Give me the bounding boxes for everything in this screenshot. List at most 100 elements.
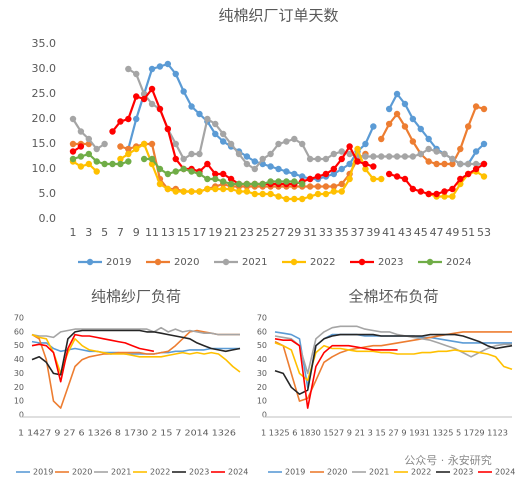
point (393, 173, 401, 180)
x-tick-label: 47 (430, 226, 444, 239)
y-tick-label: 30 (257, 369, 267, 378)
point (219, 138, 227, 145)
point (267, 150, 274, 158)
point (117, 143, 124, 150)
point (299, 140, 306, 148)
point (401, 153, 409, 160)
point (401, 123, 409, 130)
y-tick-label: 5.0 (39, 187, 57, 200)
y-tick-label: 35.0 (32, 37, 57, 50)
point (219, 178, 227, 185)
point (212, 120, 219, 128)
chart-title: 纯棉织厂订单天数 (218, 7, 338, 25)
point (306, 193, 314, 200)
series-line (274, 333, 513, 395)
x-tick-label: 31 (303, 226, 317, 239)
x-tick-label: 1 (70, 226, 77, 239)
point (85, 150, 93, 158)
point (188, 103, 195, 110)
point (401, 100, 409, 108)
point (385, 105, 393, 113)
legend-label: 2021 (369, 468, 389, 477)
x-tick-label: 37 (351, 226, 365, 239)
point (117, 155, 124, 163)
y-tick-label: 60 (257, 327, 267, 336)
point (148, 65, 156, 73)
point (148, 85, 156, 93)
point (338, 155, 345, 163)
point (251, 165, 258, 173)
legend-marker (222, 258, 230, 266)
legend-marker (290, 258, 298, 266)
point (425, 145, 432, 153)
point (212, 185, 219, 193)
y-tick-label: 20 (257, 383, 267, 392)
y-tick-label: 70 (257, 314, 267, 323)
x-tick-label: 33 (319, 226, 333, 239)
legend-marker (426, 258, 434, 266)
point (69, 155, 77, 163)
point (188, 168, 195, 175)
series-line (31, 329, 241, 376)
point (267, 178, 274, 185)
point (243, 180, 251, 188)
point (464, 123, 472, 130)
point (472, 103, 480, 110)
point (251, 158, 258, 165)
point (299, 195, 306, 203)
point (125, 145, 132, 153)
point (378, 135, 385, 143)
x-tick-label: 5 (101, 226, 108, 239)
point (125, 150, 132, 158)
point (370, 163, 377, 170)
point (362, 165, 369, 173)
point (338, 148, 345, 155)
x-tick-label: 25 (256, 226, 270, 239)
point (472, 148, 480, 155)
point (172, 168, 179, 175)
point (314, 190, 322, 198)
point (133, 93, 140, 100)
point (370, 123, 377, 130)
point (291, 178, 298, 185)
point (180, 88, 187, 95)
point (322, 170, 330, 178)
watermark: 公众号 · 永安研究 (404, 453, 492, 467)
point (156, 63, 164, 70)
y-tick-label: 30.0 (32, 62, 57, 75)
y-tick-label: 15.0 (32, 137, 57, 150)
point (457, 175, 464, 183)
point (409, 138, 417, 145)
x-tick-label: 35 (335, 226, 349, 239)
point (433, 148, 440, 155)
point (275, 140, 282, 148)
legend-marker (86, 258, 94, 266)
point (346, 150, 353, 158)
point (125, 115, 132, 123)
point (441, 193, 448, 200)
point (480, 105, 488, 113)
point (480, 140, 488, 148)
point (283, 138, 290, 145)
point (164, 125, 172, 133)
point (385, 170, 393, 178)
point (314, 155, 322, 163)
point (227, 180, 235, 188)
point (283, 195, 290, 203)
point (133, 115, 140, 123)
point (362, 140, 369, 148)
point (291, 170, 298, 178)
point (314, 183, 322, 190)
series-line (274, 325, 512, 375)
point (125, 158, 132, 165)
point (370, 175, 377, 183)
series-line (31, 326, 240, 339)
legend-label: 2023 (453, 468, 473, 477)
legend-label: 2020 (327, 468, 347, 477)
point (243, 153, 251, 160)
legend-label: 2021 (111, 468, 131, 477)
point (378, 175, 385, 183)
point (180, 155, 187, 163)
point (441, 150, 448, 158)
x-tick-label: 23 (240, 226, 254, 239)
